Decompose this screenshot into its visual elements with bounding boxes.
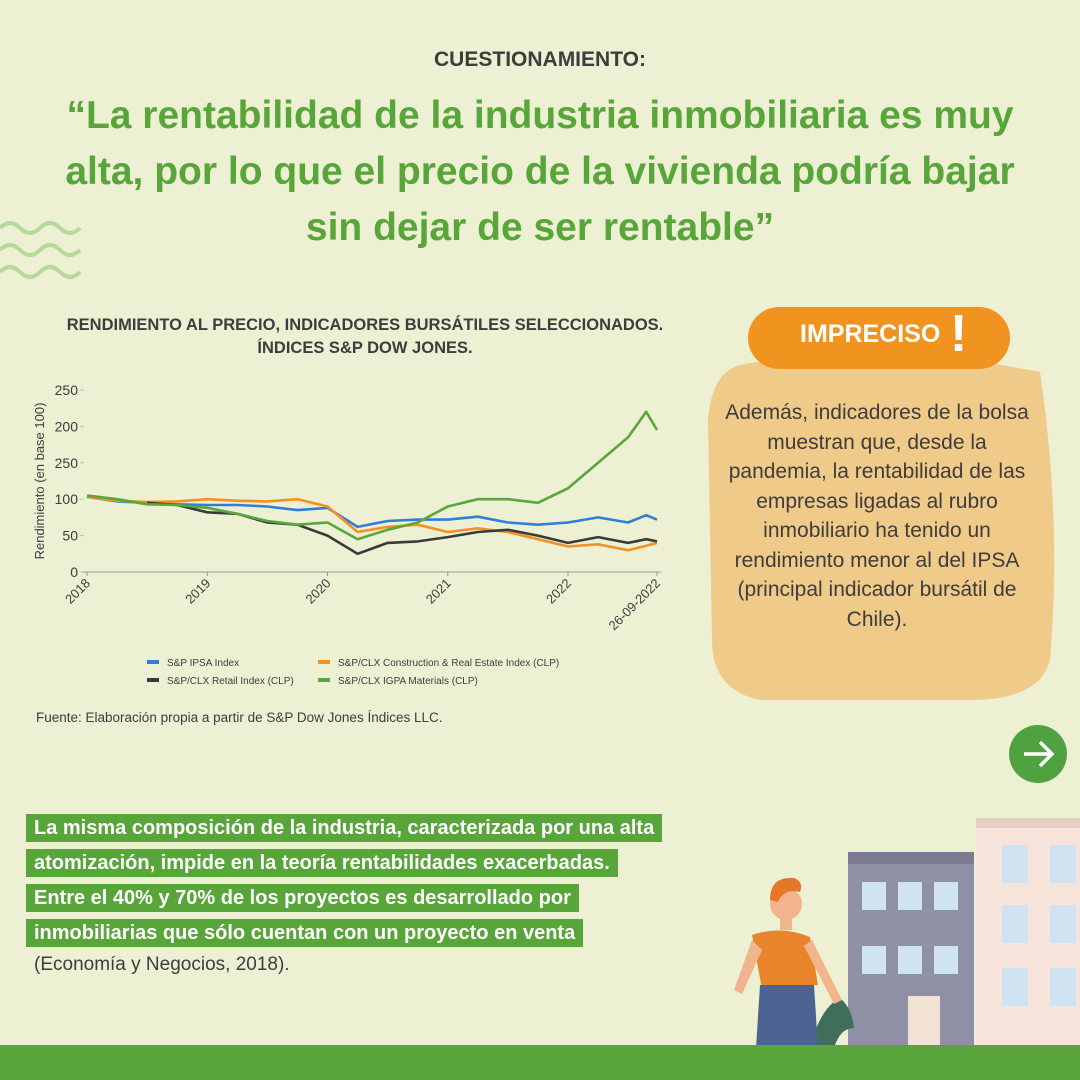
badge-mark: ! bbox=[950, 305, 968, 363]
buildings bbox=[848, 818, 1080, 1048]
badge-pill bbox=[748, 307, 1010, 369]
highlight-line: inmobiliarias que sólo cuentan con un pr… bbox=[26, 919, 584, 947]
highlight-line: La misma composición de la industria, ca… bbox=[26, 814, 663, 842]
footer-bar bbox=[0, 1045, 1080, 1080]
callout-text: Además, indicadores de la bolsa muestran… bbox=[725, 401, 1029, 631]
y-axis-label: Rendimiento (en base 100) bbox=[32, 403, 47, 560]
series-line bbox=[86, 495, 658, 552]
series-line bbox=[86, 495, 658, 529]
legend-label: S&P/CLX Construction & Real Estate Index… bbox=[338, 658, 559, 669]
x-tick-label: 2022 bbox=[543, 576, 574, 607]
legend-label: S&P/CLX Retail Index (CLP) bbox=[167, 676, 294, 687]
x-tick-label: 2018 bbox=[62, 576, 93, 607]
legend-label: S&P IPSA Index bbox=[167, 658, 239, 669]
chart-title: RENDIMIENTO AL PRECIO, INDICADORES BURSÁ… bbox=[66, 316, 664, 357]
chart-source: Fuente: Elaboración propia a partir de S… bbox=[36, 710, 443, 725]
x-tick-label: 26-09-2022 bbox=[605, 576, 663, 634]
y-tick-label: 50 bbox=[62, 528, 78, 544]
y-tick-label: 200 bbox=[55, 418, 79, 434]
y-tick-label: 250 bbox=[55, 382, 79, 398]
kicker: CUESTIONAMIENTO: bbox=[434, 48, 646, 71]
y-tick-label: 100 bbox=[55, 491, 79, 507]
y-tick-label: 250 bbox=[55, 455, 79, 471]
y-tick-label: 0 bbox=[70, 564, 78, 580]
x-tick-label: 2020 bbox=[303, 576, 334, 607]
x-tick-label: 2021 bbox=[423, 576, 454, 607]
bottom-text: La misma composición de la industria, ca… bbox=[26, 814, 663, 976]
callout-bubble bbox=[708, 354, 1055, 700]
legend-label: S&P/CLX IGPA Materials (CLP) bbox=[338, 676, 478, 687]
series-line bbox=[86, 410, 659, 541]
citation: (Economía y Negocios, 2018). bbox=[34, 954, 290, 975]
next-button[interactable] bbox=[1009, 725, 1067, 783]
badge-label: IMPRECISO bbox=[800, 320, 941, 348]
waves bbox=[0, 221, 82, 279]
quote: “La rentabilidad de la industria inmobil… bbox=[65, 94, 1015, 249]
highlight-line: atomización, impide en la teoría rentabi… bbox=[26, 849, 618, 877]
person bbox=[734, 877, 854, 1048]
x-tick-label: 2019 bbox=[182, 576, 213, 607]
highlight-line: Entre el 40% y 70% de los proyectos es d… bbox=[26, 884, 579, 912]
